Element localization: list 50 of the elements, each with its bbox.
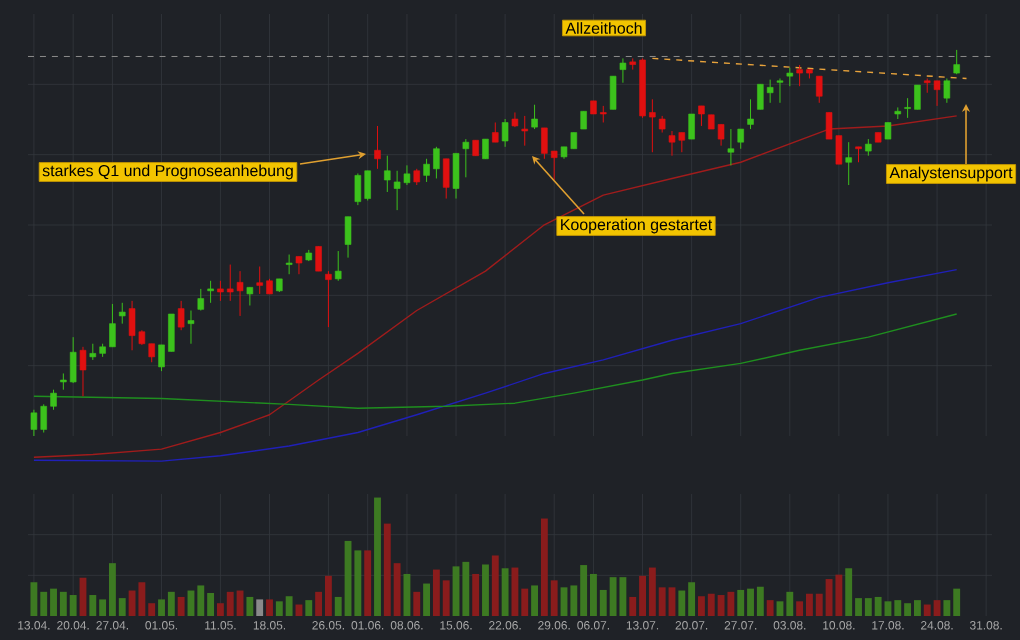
bar	[413, 591, 421, 616]
candlestick	[776, 77, 784, 104]
candlestick	[737, 128, 744, 150]
candlestick	[246, 286, 254, 306]
bar	[374, 497, 381, 616]
candlestick	[747, 98, 754, 130]
candlestick	[727, 128, 735, 166]
candlestick	[79, 346, 87, 397]
candlestick	[482, 138, 489, 160]
candlestick	[315, 245, 322, 272]
bar	[177, 596, 185, 616]
candlestick	[334, 250, 342, 282]
candlestick	[501, 118, 509, 148]
candlestick	[197, 288, 205, 312]
candlestick	[177, 300, 185, 331]
bar	[531, 585, 538, 616]
candlestick	[786, 67, 794, 87]
bar	[266, 599, 273, 616]
candlestick	[688, 113, 695, 140]
candlestick	[492, 121, 499, 143]
candlestick	[521, 115, 528, 147]
candlestick	[187, 310, 195, 345]
bar	[423, 583, 431, 616]
bar	[364, 550, 372, 616]
candlestick	[531, 104, 538, 130]
candlestick	[943, 77, 951, 104]
candlestick	[462, 138, 470, 178]
candlestick	[374, 125, 381, 170]
candlestick	[619, 57, 627, 84]
bar	[256, 599, 264, 616]
bar	[482, 564, 489, 616]
candlestick	[207, 280, 214, 304]
candlestick	[325, 270, 332, 328]
candlestick	[119, 302, 126, 325]
candlestick	[442, 158, 450, 200]
candlestick	[845, 141, 852, 186]
candlestick	[285, 254, 293, 275]
bar	[766, 600, 774, 616]
candlestick	[295, 255, 303, 275]
candlestick	[344, 216, 352, 259]
candlestick	[452, 152, 460, 200]
candlestick	[816, 75, 823, 104]
bar	[305, 600, 313, 616]
bar	[501, 568, 509, 616]
candlestick	[384, 155, 391, 193]
candlestick	[609, 75, 617, 110]
candlestick	[953, 49, 960, 75]
bar	[491, 555, 499, 616]
bar	[246, 596, 254, 616]
bar	[472, 573, 480, 616]
